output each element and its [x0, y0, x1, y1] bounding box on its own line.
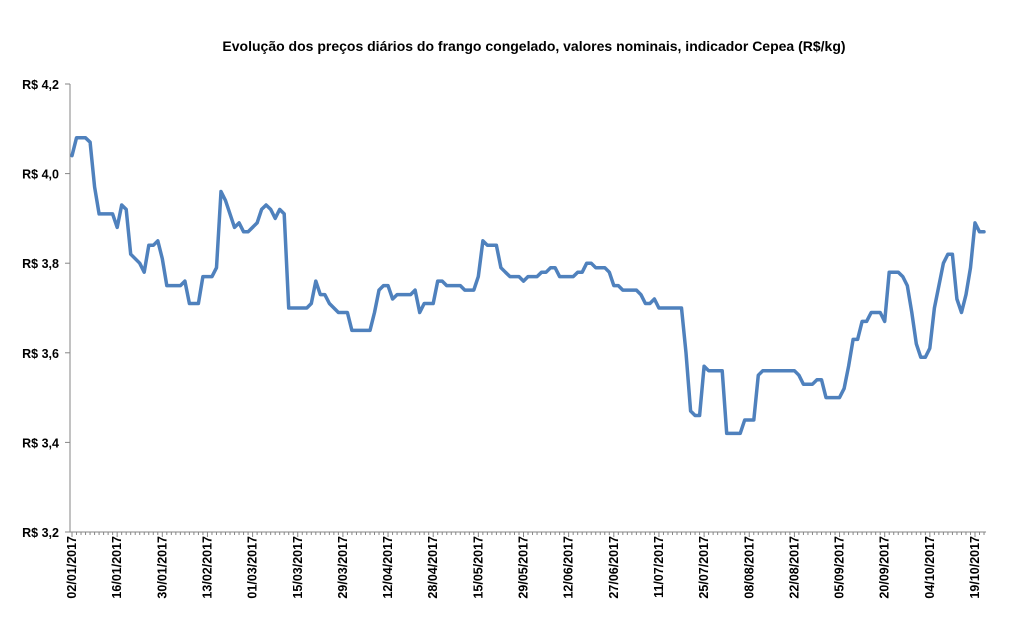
x-tick-label: 16/01/2017 [110, 536, 124, 599]
y-tick-label: R$ 3,4 [22, 436, 59, 450]
y-tick-label: R$ 4,0 [22, 168, 59, 182]
price-series-line [70, 136, 986, 436]
x-tick-label: 05/09/2017 [833, 536, 847, 599]
x-tick-label: 19/10/2017 [968, 536, 982, 599]
x-tick-label: 12/04/2017 [381, 536, 395, 599]
x-tick-label: 29/03/2017 [336, 536, 350, 599]
x-tick-label: 15/05/2017 [471, 536, 485, 599]
y-tick-label: R$ 4,2 [22, 78, 59, 92]
chart-title: Evolução dos preços diários do frango co… [222, 38, 845, 54]
y-tick-label: R$ 3,8 [22, 257, 59, 271]
y-tick-label: R$ 3,2 [22, 526, 59, 540]
x-tick-label: 20/09/2017 [878, 536, 892, 599]
x-tick-label: 02/01/2017 [65, 536, 79, 599]
y-tick-label: R$ 3,6 [22, 347, 59, 361]
x-tick-label: 13/02/2017 [200, 536, 214, 599]
y-axis: R$ 3,2 R$ 3,4 R$ 3,6 R$ 3,8 R$ 4,0 R$ 4,2 [22, 78, 71, 540]
x-tick-label: 27/06/2017 [607, 536, 621, 599]
x-tick-label: 29/05/2017 [517, 536, 531, 599]
x-tick-label: 25/07/2017 [697, 536, 711, 599]
series-group [70, 136, 986, 436]
x-tick-label: 30/01/2017 [155, 536, 169, 599]
x-tick-label: 01/03/2017 [246, 536, 260, 599]
x-tick-label: 28/04/2017 [426, 536, 440, 599]
x-tick-label: 08/08/2017 [742, 536, 756, 599]
x-tick-label: 04/10/2017 [923, 536, 937, 599]
x-axis: 02/01/2017 16/01/2017 30/01/2017 13/02/2017… [65, 531, 987, 599]
x-tick-label: 22/08/2017 [787, 536, 801, 599]
x-tick-label: 15/03/2017 [291, 536, 305, 599]
x-tick-label: 12/06/2017 [562, 536, 576, 599]
x-tick-label: 11/07/2017 [652, 536, 666, 598]
